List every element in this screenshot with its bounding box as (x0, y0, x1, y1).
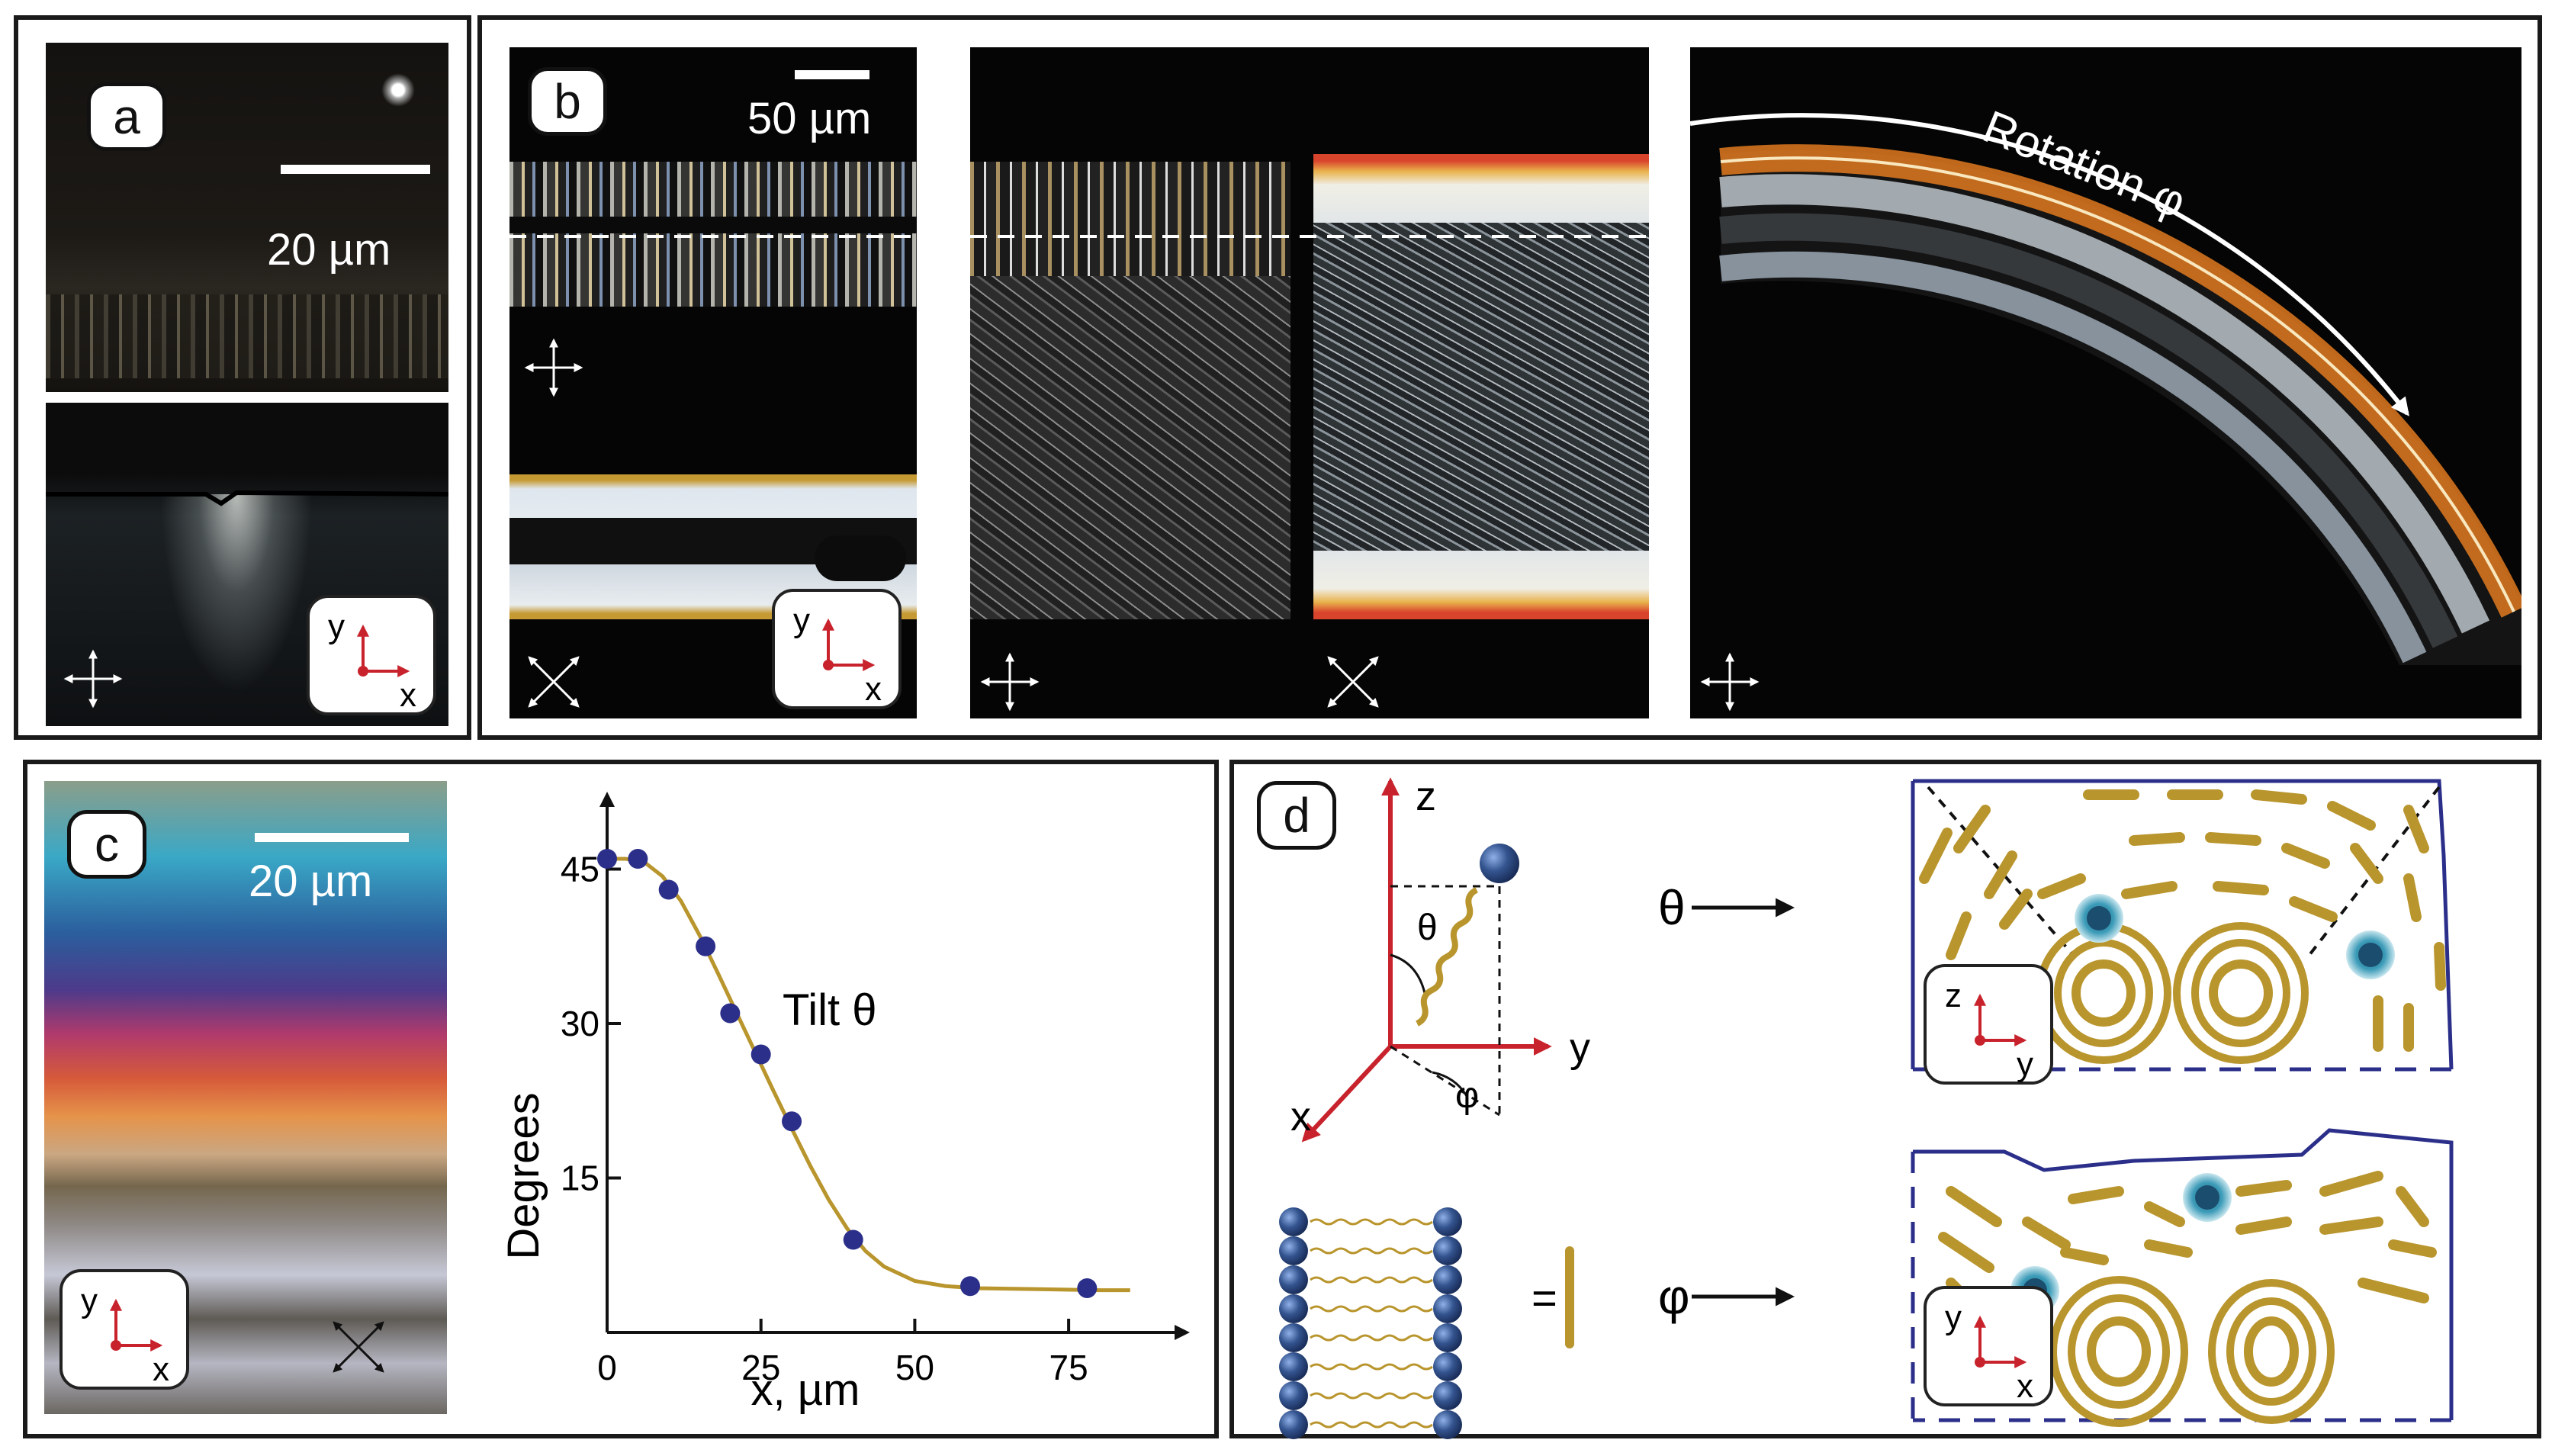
axis-x-label: x (153, 1351, 169, 1388)
chart-annotation-tilt: Tilt θ (783, 985, 877, 1035)
chart-data-point (750, 1044, 771, 1065)
axes-xy-icon: y x (772, 589, 902, 709)
phi-angle-label: φ (1455, 1075, 1479, 1116)
axis-y-label: y (81, 1282, 98, 1319)
panel-c-label: c (67, 810, 146, 879)
axis-z-label: z (1945, 977, 1962, 1014)
panel-b-micrograph-3: Rotation φ (1690, 47, 2521, 718)
axis-x-label: x (400, 677, 416, 714)
panel-b-scale-label: 50 µm (747, 94, 872, 143)
chart-data-point (720, 1003, 741, 1024)
axes-xy-icon: y x (1924, 1286, 2053, 1406)
panel-a: 20 µm a y x (14, 15, 471, 740)
axis-y-label: y (328, 608, 345, 645)
chart-y-tick-label: 45 (561, 850, 599, 889)
axis-x-label: x (1290, 1094, 1311, 1139)
theta-schematic (1911, 779, 2454, 1072)
axis-y-label: y (1570, 1025, 1590, 1071)
chart-x-tick-label: 50 (895, 1348, 934, 1387)
axis-y-label: y (2017, 1046, 2033, 1083)
panel-c-micrograph: 20 µm c y x (44, 781, 447, 1414)
tilt-chart: 15 30 45 0 25 50 75 Degrees x, µm Tilt θ (499, 792, 1190, 1415)
chart-data-point (1077, 1278, 1098, 1298)
axis-x-label: x (865, 670, 882, 708)
panel-c: 20 µm c y x 15 30 45 0 25 50 75 Degrees x, µm … (23, 760, 1219, 1438)
axis-x-label: x (2017, 1368, 2033, 1405)
crossed-polarizer-icon (63, 649, 123, 709)
diagonal-polarizer-icon (333, 1321, 384, 1373)
chart-x-tick-label: 75 (1049, 1348, 1088, 1387)
molecule-orientation-diagram: z y x θ φ (1290, 773, 1590, 1143)
crossed-polarizer-icon (524, 338, 583, 397)
panel-a-scale-label: 20 µm (267, 225, 391, 275)
chart-data-point (696, 936, 716, 956)
panel-c-scale-label: 20 µm (249, 857, 373, 906)
phi-arrow-label: φ (1658, 1269, 1690, 1324)
diagonal-polarizer-icon (1327, 656, 1379, 708)
chart-data-point (843, 1229, 863, 1250)
chart-x-tick-label: 0 (597, 1348, 617, 1387)
panel-b-label: b (528, 67, 607, 136)
chart-x-axis-label: x, µm (751, 1365, 860, 1415)
crossed-polarizer-icon (1700, 652, 1760, 712)
axes-xy-icon: y x (59, 1269, 189, 1390)
theta-angle-label: θ (1417, 908, 1438, 948)
chart-y-tick-label: 30 (561, 1004, 599, 1043)
panel-b: 50 µm b y x (477, 15, 2542, 740)
panel-b-scale-bar (795, 70, 869, 79)
lipid-bilayer-icon (1279, 1207, 1462, 1439)
chart-data-point (597, 849, 617, 869)
chart-y-tick-label: 15 (561, 1159, 599, 1198)
chart-data-point (658, 879, 679, 900)
panel-c-scale-bar (255, 833, 409, 842)
theta-arrow-label: θ (1658, 880, 1686, 935)
panel-b-micrograph-1: 50 µm b y x (509, 47, 917, 718)
axis-y-label: y (793, 602, 810, 639)
chart-x-tick-label: 25 (741, 1348, 780, 1387)
diagonal-polarizer-icon (528, 656, 580, 708)
equals-sign: = (1532, 1274, 1557, 1323)
crossed-polarizer-icon (980, 652, 1040, 712)
panel-d: z y x θ φ = θ φ (1229, 760, 2541, 1439)
chart-data-point (628, 849, 648, 869)
panel-a-bottom-micrograph: y x (46, 403, 448, 726)
axes-xy-icon: y x (307, 595, 436, 715)
chart-fit-line (607, 857, 1130, 1293)
panel-d-label: d (1257, 781, 1336, 850)
axis-y-label: y (1945, 1299, 1962, 1336)
axis-z-label: z (1416, 773, 1436, 819)
panel-b-micrograph-2 (970, 47, 1649, 718)
panel-a-scale-bar (281, 165, 430, 174)
axes-zy-icon: z y (1924, 964, 2053, 1085)
chart-data-point (782, 1111, 802, 1132)
panel-a-top-micrograph: 20 µm a (46, 43, 448, 392)
panel-a-label: a (87, 82, 166, 151)
chart-y-axis-label: Degrees (499, 1092, 548, 1259)
chart-data-point (960, 1276, 981, 1297)
